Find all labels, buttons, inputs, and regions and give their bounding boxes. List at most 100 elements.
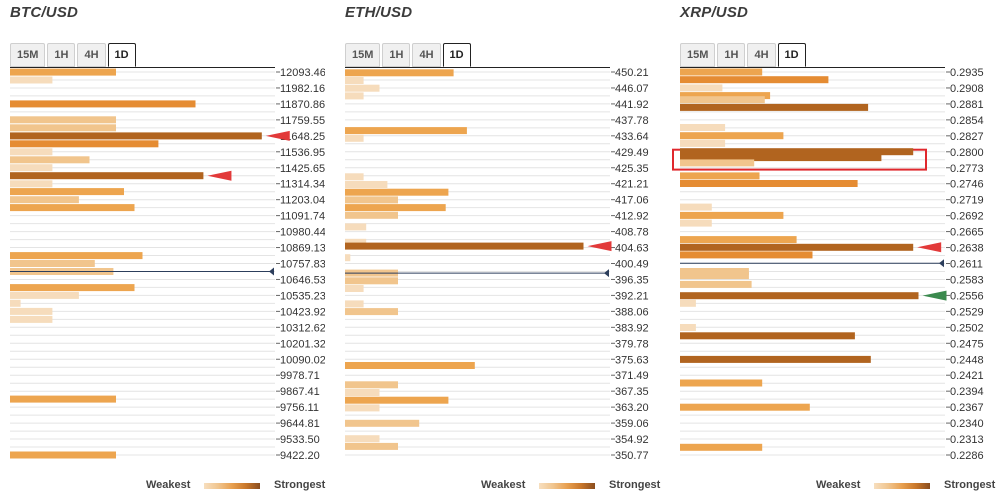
price-label: 0.2286 <box>950 450 984 462</box>
tab-1h[interactable]: 1H <box>717 43 746 67</box>
confluence-bar <box>680 203 712 211</box>
confluence-bar <box>10 291 79 299</box>
price-label: 404.63 <box>615 243 649 255</box>
chart-title: ETH/USD <box>345 4 413 21</box>
price-label: 0.2719 <box>950 195 984 207</box>
price-label: 11536.95 <box>280 147 325 159</box>
price-label: 11091.74 <box>280 211 325 223</box>
tab-1d[interactable]: 1D <box>442 43 471 67</box>
price-label: 10312.62 <box>280 322 325 334</box>
confluence-bar <box>680 76 829 84</box>
confluence-bar <box>680 332 855 340</box>
price-label: 408.78 <box>615 227 649 239</box>
price-label: 450.21 <box>615 67 649 79</box>
confluence-bar <box>680 268 749 275</box>
price-label: 400.49 <box>615 259 649 271</box>
price-label: 417.06 <box>615 195 649 207</box>
confluence-bar <box>345 300 364 308</box>
confluence-bar <box>345 211 398 219</box>
price-label: 0.2881 <box>950 99 984 111</box>
red-arrow-marker <box>207 170 232 181</box>
confluence-bar <box>10 196 79 204</box>
price-label: 0.2665 <box>950 227 984 239</box>
confluence-bar <box>680 219 712 227</box>
legend: Weakest Strongest <box>0 479 325 493</box>
confluence-bar <box>345 389 380 396</box>
confluence-bar <box>680 180 858 187</box>
confluence-bar <box>10 140 159 148</box>
price-label: 0.2367 <box>950 402 984 414</box>
btc-panel: BTC/USD 15M 1H 4H 1D 12093.46 11982.16 118… <box>0 0 325 499</box>
confluence-bar <box>680 103 869 111</box>
chart-title: BTC/USD <box>10 4 79 21</box>
price-label: 11648.25 <box>280 131 325 143</box>
price-label: 383.92 <box>615 322 649 334</box>
tab-1d[interactable]: 1D <box>777 43 806 67</box>
price-label: 0.2611 <box>950 259 983 271</box>
price-label: 10757.83 <box>280 259 325 271</box>
price-label: 9644.81 <box>280 418 320 430</box>
price-label: 10423.92 <box>280 306 325 318</box>
price-label: 359.06 <box>615 418 649 430</box>
price-label: 11870.86 <box>280 99 325 111</box>
confluence-bar <box>680 379 763 387</box>
confluence-bar <box>345 77 364 84</box>
price-label: 429.49 <box>615 147 649 159</box>
tab-4h[interactable]: 4H <box>77 43 106 67</box>
confluence-bar <box>680 443 763 451</box>
confluence-bar <box>680 243 914 251</box>
confluence-bar <box>680 159 755 167</box>
confluence-chart: 12093.46 11982.16 11870.86 11759.55 11648.25… <box>10 67 325 462</box>
confluence-bar <box>10 395 116 403</box>
price-label: 0.2421 <box>950 370 984 382</box>
confluence-bar <box>345 396 449 404</box>
price-label: 375.63 <box>615 354 649 366</box>
confluence-bar <box>345 442 398 450</box>
confluence-bar <box>345 181 388 188</box>
confluence-bar <box>10 307 53 315</box>
confluence-bar <box>680 324 696 331</box>
confluence-bar <box>10 260 95 267</box>
tab-1h[interactable]: 1H <box>382 43 411 67</box>
price-label: 0.2502 <box>950 322 984 334</box>
tab-15m[interactable]: 15M <box>10 43 46 67</box>
price-label: 0.2475 <box>950 338 984 350</box>
tab-1h[interactable]: 1H <box>47 43 76 67</box>
confluence-bar <box>345 92 364 100</box>
confluence-bar <box>680 68 763 76</box>
price-label: 10535.23 <box>280 290 325 302</box>
price-label: 11203.04 <box>280 195 325 207</box>
confluence-bar <box>680 355 871 363</box>
red-arrow-marker <box>917 242 942 253</box>
price-label: 0.2340 <box>950 418 984 430</box>
confluence-bar <box>10 76 53 84</box>
price-label: 9978.71 <box>280 370 320 382</box>
confluence-bar <box>10 180 53 188</box>
confluence-bar <box>10 124 116 132</box>
legend-weakest: Weakest <box>816 479 861 491</box>
price-label: 11759.55 <box>280 115 325 127</box>
price-label: 446.07 <box>615 83 649 95</box>
tab-4h[interactable]: 4H <box>747 43 776 67</box>
confluence-bar <box>345 362 475 369</box>
price-label: 0.2313 <box>950 434 984 446</box>
red-arrow-marker <box>587 241 612 252</box>
tab-1d[interactable]: 1D <box>107 43 136 67</box>
price-label: 433.64 <box>615 131 649 143</box>
legend-strongest: Strongest <box>944 479 996 491</box>
legend-gradient <box>539 483 595 489</box>
tab-15m[interactable]: 15M <box>680 43 716 67</box>
confluence-bar <box>345 223 367 231</box>
price-label: 11982.16 <box>280 83 325 95</box>
confluence-bar <box>10 204 135 212</box>
price-label: 10980.44 <box>280 227 325 239</box>
confluence-bar <box>680 139 726 147</box>
tab-4h[interactable]: 4H <box>412 43 441 67</box>
confluence-bar <box>345 173 364 181</box>
price-label: 10869.13 <box>280 243 325 255</box>
timeframe-tabs: 15M 1H 4H 1D <box>680 43 808 67</box>
price-label: 9867.41 <box>280 386 320 398</box>
tab-15m[interactable]: 15M <box>345 43 381 67</box>
price-label: 0.2935 <box>950 67 984 79</box>
confluence-bar <box>345 196 398 204</box>
